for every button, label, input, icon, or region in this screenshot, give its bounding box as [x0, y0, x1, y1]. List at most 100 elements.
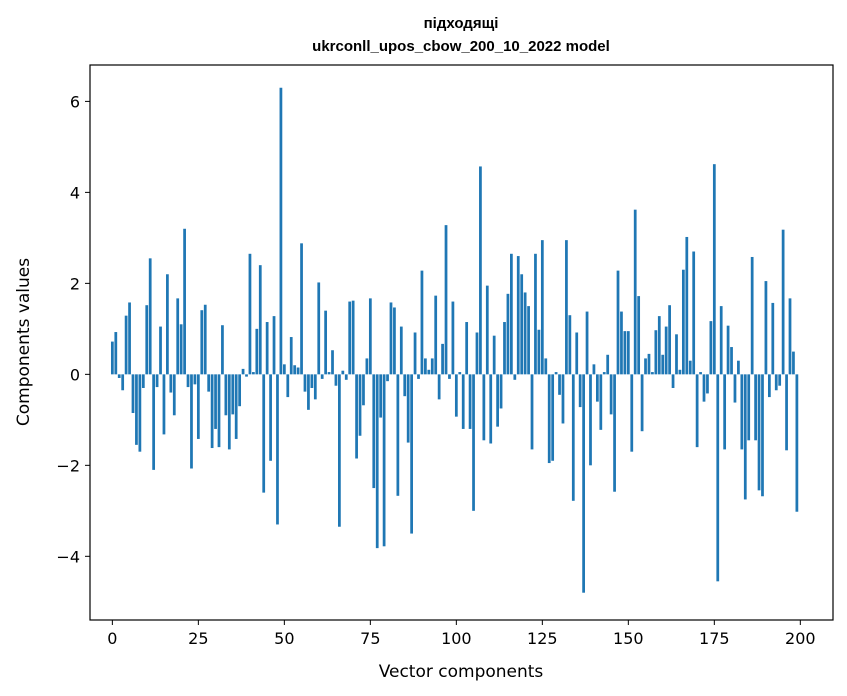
- bar: [186, 374, 190, 388]
- bar: [348, 301, 352, 375]
- bar: [148, 258, 152, 375]
- bar: [169, 374, 173, 393]
- bar: [410, 374, 413, 534]
- bar: [141, 374, 145, 388]
- bar: [207, 374, 211, 392]
- bar: [454, 374, 458, 417]
- bar: [774, 374, 778, 391]
- bar: [190, 374, 193, 469]
- bar: [117, 374, 121, 378]
- bar: [114, 332, 118, 375]
- bar: [327, 372, 331, 375]
- bar: [413, 332, 417, 375]
- bar: [492, 335, 496, 375]
- bar: [761, 374, 764, 497]
- bar: [162, 374, 166, 435]
- bar: [671, 374, 675, 388]
- bar: [712, 164, 716, 375]
- bar: [527, 306, 530, 375]
- bar: [362, 374, 365, 406]
- bar: [252, 372, 255, 375]
- bar: [417, 374, 420, 379]
- bar: [272, 316, 276, 375]
- bar: [200, 310, 204, 375]
- bar: [303, 374, 307, 392]
- bar: [644, 358, 647, 375]
- bar: [138, 374, 142, 452]
- bar: [513, 374, 517, 380]
- bar: [313, 374, 317, 400]
- bar: [688, 360, 692, 375]
- bar: [578, 374, 582, 408]
- bar: [568, 315, 572, 375]
- bar: [238, 374, 242, 407]
- bar: [792, 351, 795, 375]
- bar: [434, 295, 438, 375]
- bar: [159, 326, 162, 375]
- bar: [654, 330, 658, 375]
- bar: [179, 324, 183, 375]
- bar: [217, 374, 221, 448]
- bar: [620, 311, 623, 375]
- bar: [269, 374, 272, 461]
- bar: [121, 374, 125, 391]
- bar: [282, 364, 286, 375]
- bar: [324, 310, 328, 375]
- bar: [785, 374, 788, 451]
- bar: [582, 374, 585, 593]
- y-tick-label: 6: [70, 92, 80, 111]
- bar: [368, 298, 372, 375]
- bar: [258, 265, 262, 375]
- bars-group: [110, 87, 799, 593]
- bar: [681, 269, 685, 375]
- bar: [685, 236, 689, 375]
- bar: [338, 374, 341, 527]
- bar: [781, 229, 785, 375]
- bar: [320, 374, 324, 379]
- bar: [145, 305, 149, 375]
- bar: [678, 369, 682, 375]
- bar: [520, 274, 524, 375]
- bar: [265, 322, 269, 375]
- bar: [523, 292, 527, 375]
- bar: [379, 374, 383, 418]
- bar: [637, 296, 641, 375]
- bar: [544, 358, 548, 375]
- bar: [595, 374, 599, 402]
- x-tick-label: 25: [188, 629, 208, 648]
- bar: [547, 374, 551, 464]
- y-tick-label: 4: [70, 183, 80, 202]
- bar: [424, 358, 427, 375]
- bar: [482, 374, 486, 441]
- bar: [479, 166, 482, 375]
- bar: [386, 374, 389, 382]
- y-tick-label: 2: [70, 274, 80, 293]
- bar: [606, 354, 610, 375]
- bar: [699, 372, 702, 375]
- bar: [743, 374, 747, 500]
- chart-title-line2: ukrconll_upos_cbow_200_10_2022 model: [312, 38, 610, 55]
- bar: [737, 360, 740, 375]
- bar: [396, 374, 400, 496]
- y-tick-label: −4: [56, 547, 80, 566]
- bar: [740, 374, 744, 450]
- bar: [166, 274, 169, 375]
- bar: [375, 374, 379, 549]
- bar: [210, 374, 214, 449]
- bar: [626, 331, 630, 375]
- bar: [534, 253, 537, 375]
- bar: [499, 374, 503, 409]
- bar: [286, 374, 290, 398]
- bar: [437, 374, 441, 400]
- bar: [609, 374, 613, 415]
- bar: [355, 374, 358, 459]
- x-axis-label: Vector components: [379, 662, 544, 682]
- bar: [468, 374, 472, 429]
- bar: [788, 298, 792, 375]
- bar: [152, 374, 156, 470]
- bar: [540, 240, 544, 375]
- bar: [537, 329, 541, 375]
- x-tick-label: 150: [613, 629, 644, 648]
- x-tick-label: 100: [441, 629, 472, 648]
